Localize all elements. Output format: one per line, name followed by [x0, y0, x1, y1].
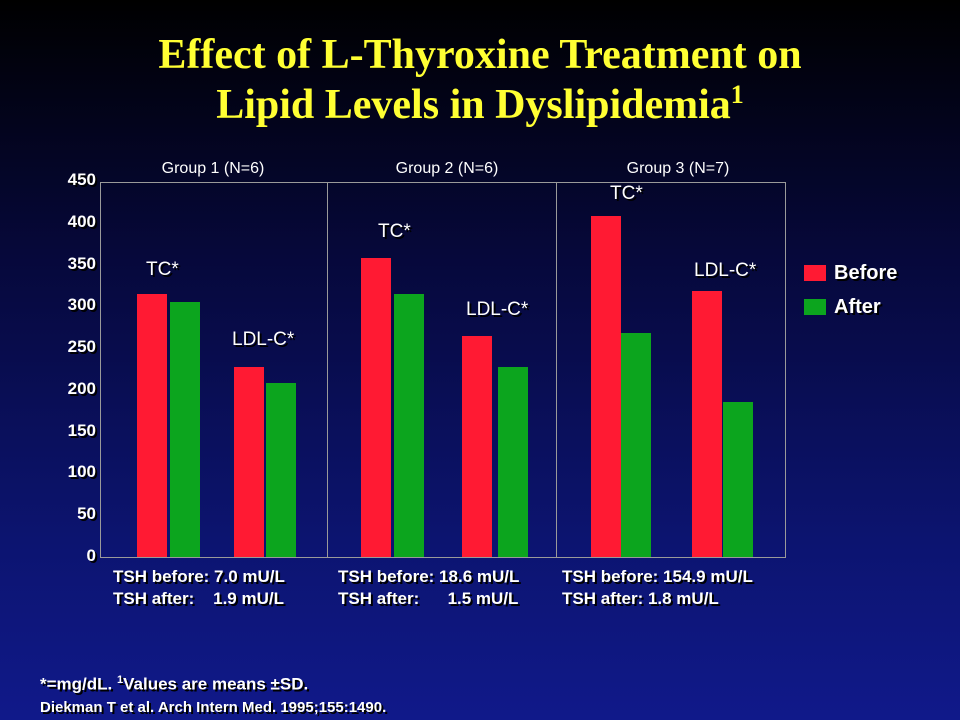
tsh-before: TSH before: 154.9 mU/L — [562, 567, 753, 586]
tsh-group: TSH before: 18.6 mU/L TSH after: 1.5 mU/L — [338, 566, 519, 610]
legend-label-before: Before — [834, 261, 898, 284]
y-tick-label: 450 — [67, 170, 96, 189]
bar-after — [723, 402, 753, 557]
bar-before — [462, 335, 492, 557]
title-line-1: Effect of L-Thyroxine Treatment on — [158, 32, 802, 78]
y-tick-label: 0 — [86, 546, 96, 565]
y-tick-label: 50 — [77, 504, 96, 524]
tsh-before: TSH before: 7.0 mU/L — [113, 567, 285, 586]
group-label: Group 3 (N=7) — [626, 160, 730, 177]
group-separator — [327, 183, 328, 557]
citation: Diekman T et al. Arch Intern Med. 1995;1… — [40, 699, 387, 716]
legend: Before After — [804, 256, 897, 324]
footnote-superscript: 1 — [116, 674, 124, 686]
bar-before — [137, 293, 167, 557]
legend-item-before: Before — [804, 256, 897, 290]
bar-pair-label: LDL-C* — [694, 260, 757, 282]
bar-before — [692, 291, 722, 557]
footnote: *=mg/dL. 1Values are means ±SD. — [40, 674, 308, 695]
tsh-group: TSH before: 7.0 mU/L TSH after: 1.9 mU/L — [113, 566, 285, 610]
tsh-group: TSH before: 154.9 mU/L TSH after: 1.8 mU/… — [562, 566, 753, 610]
y-tick-label: 300 — [67, 295, 96, 315]
y-tick-label: 100 — [67, 462, 96, 482]
title-line-2: Lipid Levels in Dyslipidemia1 — [0, 80, 960, 130]
title-line-2-text: Lipid Levels in Dyslipidemia — [216, 82, 731, 128]
tsh-after: TSH after: 1.8 mU/L — [562, 589, 719, 608]
bar-pair-label: TC* — [610, 183, 643, 205]
title-superscript: 1 — [730, 80, 744, 109]
bar-pair-label: TC* — [146, 258, 179, 280]
bar-pair-label: LDL-C* — [466, 298, 529, 320]
footnote-text: Values are means ±SD. — [123, 674, 309, 694]
chart-title: Effect of L-Thyroxine Treatment on Lipid… — [0, 30, 960, 130]
bar-after — [621, 333, 651, 557]
tsh-after: TSH after: 1.9 mU/L — [113, 589, 284, 608]
group-separator — [556, 183, 557, 557]
bar-before — [234, 366, 264, 557]
y-tick-label: 350 — [67, 253, 96, 273]
y-tick-label: 250 — [67, 337, 96, 357]
bar-pair-label: LDL-C* — [232, 329, 295, 351]
bar-before — [591, 216, 621, 557]
tsh-after: TSH after: 1.5 mU/L — [338, 589, 519, 608]
legend-swatch-after — [804, 299, 826, 315]
y-tick-label: 400 — [67, 211, 96, 231]
footnote-prefix: *=mg/dL. — [40, 674, 117, 694]
y-tick-label: 150 — [67, 420, 96, 440]
group-label: Group 1 (N=6) — [161, 160, 265, 177]
bar-after — [266, 383, 296, 557]
bar-after — [394, 293, 424, 557]
plot-area — [100, 182, 786, 558]
bar-before — [361, 257, 391, 557]
legend-label-after: After — [834, 295, 881, 318]
bar-pair-label: TC* — [378, 220, 411, 242]
group-label: Group 2 (N=6) — [395, 160, 499, 177]
y-tick-label: 200 — [67, 378, 96, 398]
bar-after — [498, 366, 528, 557]
legend-swatch-before — [804, 265, 826, 281]
legend-item-after: After — [804, 290, 897, 324]
bar-after — [170, 302, 200, 557]
tsh-before: TSH before: 18.6 mU/L — [338, 567, 520, 586]
